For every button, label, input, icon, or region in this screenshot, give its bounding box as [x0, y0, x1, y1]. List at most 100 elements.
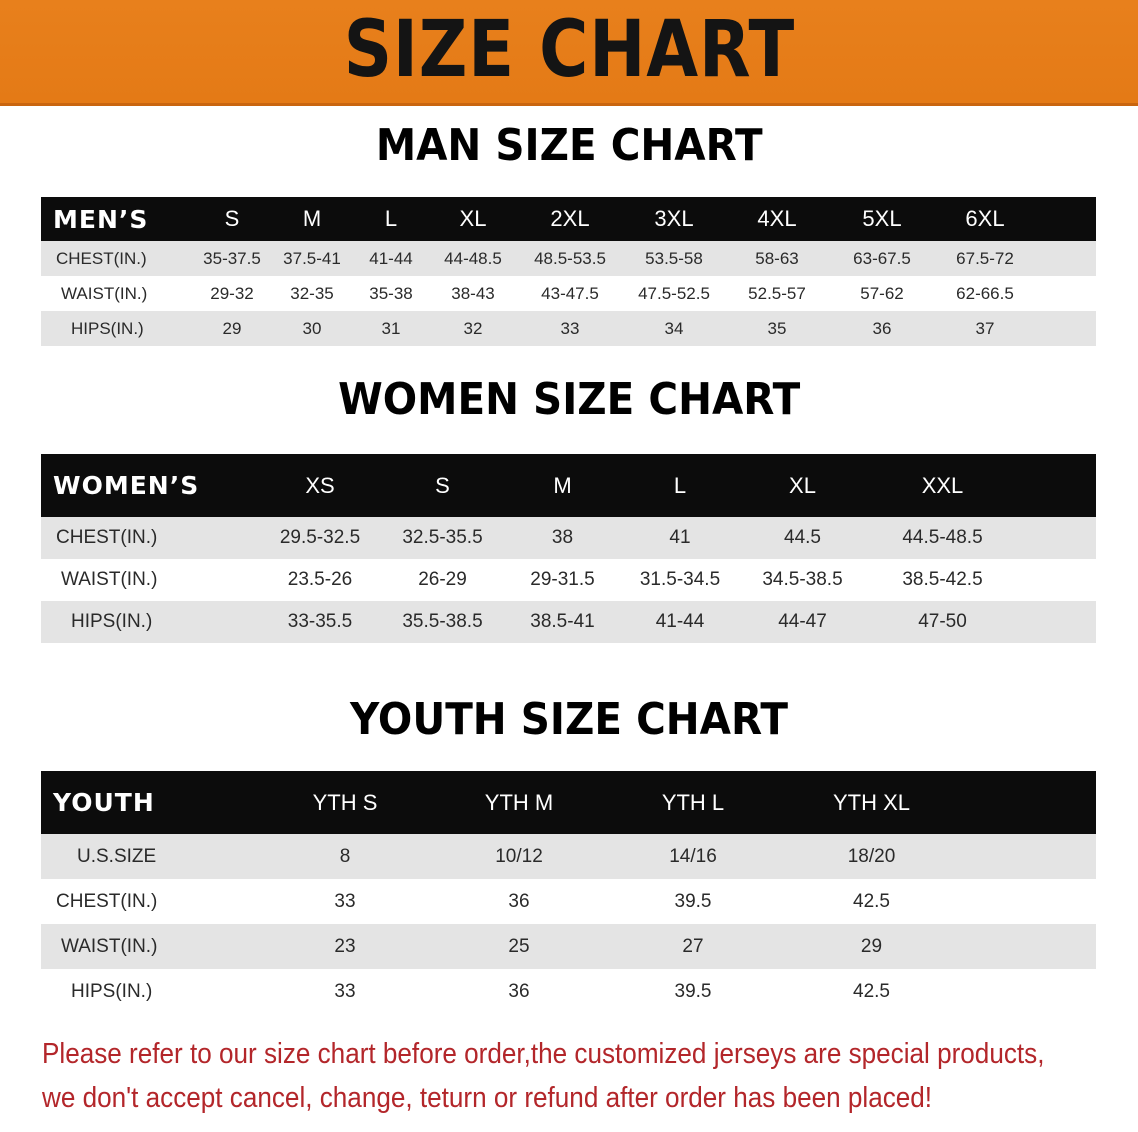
size-header-cell: XL — [459, 206, 487, 231]
measurement-cell: 38.5-41 — [530, 611, 595, 632]
table-row: WAIST(IN.) 23.5-26 26-29 29-31.5 31.5-34.5 34… — [41, 559, 1096, 601]
size-header-cell: YTH XL — [832, 789, 911, 815]
size-header-cell: S — [435, 472, 450, 498]
measurement-cell: 35-37.5 — [203, 248, 261, 268]
row-label: HIPS(IN.) — [71, 980, 153, 1002]
measurement-cell: 33-35.5 — [287, 611, 353, 632]
measurement-cell: 35 — [767, 318, 787, 338]
measurement-cell: 34.5-38.5 — [762, 569, 843, 590]
men-size-table: MEN’S S M L XL 2XL 3XL 4XL 5XL 6XL CHEST(IN.) 35-37… — [41, 197, 1096, 346]
size-header-cell: 6XL — [965, 206, 1005, 231]
measurement-cell: 34 — [664, 318, 684, 338]
table-row: WAIST(IN.) 23 25 27 29 — [41, 924, 1096, 969]
measurement-cell: 58-63 — [755, 248, 799, 268]
women-size-table: WOMEN’S XS S M L XL XXL CHEST(IN.) 29.5-32.5 32.5… — [41, 454, 1096, 643]
measurement-cell: 37.5-41 — [283, 248, 341, 268]
measurement-cell: 42.5 — [853, 980, 890, 1002]
measurement-cell: 38.5-42.5 — [902, 569, 983, 590]
measurement-cell: 52.5-57 — [748, 283, 806, 303]
measurement-cell: 29 — [860, 935, 883, 957]
measurement-cell: 41-44 — [369, 248, 413, 268]
measurement-cell: 8 — [339, 845, 351, 867]
row-label: WAIST(IN.) — [61, 935, 158, 957]
measurement-cell: 31 — [381, 318, 401, 338]
measurement-cell: 36 — [508, 980, 530, 1002]
measurement-cell: 29 — [222, 318, 242, 338]
table-title-cell: WOMEN’S — [53, 471, 200, 500]
size-header-cell: M — [553, 472, 572, 498]
size-header-cell: 4XL — [757, 206, 797, 231]
measurement-cell: 27 — [682, 935, 704, 957]
size-header-cell: L — [384, 206, 398, 231]
men-section-title: MAN SIZE CHART — [375, 120, 763, 171]
table-row: HIPS(IN.) 29 30 31 32 33 34 35 36 37 — [41, 311, 1096, 346]
measurement-cell: 44.5-48.5 — [902, 527, 983, 548]
table-header-row: MEN’S S M L XL 2XL 3XL 4XL 5XL 6XL — [41, 197, 1096, 241]
measurement-cell: 26-29 — [418, 569, 467, 590]
row-label: CHEST(IN.) — [56, 527, 158, 548]
measurement-cell: 29-31.5 — [530, 569, 595, 590]
measurement-cell: 39.5 — [674, 980, 712, 1002]
table-row: U.S.SIZE 8 10/12 14/16 18/20 — [41, 834, 1096, 879]
row-label: HIPS(IN.) — [71, 318, 144, 338]
measurement-cell: 30 — [302, 318, 322, 338]
row-label: CHEST(IN.) — [56, 890, 158, 912]
measurement-cell: 32 — [463, 318, 483, 338]
size-header-cell: 5XL — [862, 206, 902, 231]
measurement-cell: 14/16 — [669, 845, 717, 867]
table-row: WAIST(IN.) 29-32 32-35 35-38 38-43 43-47.5 47.… — [41, 276, 1096, 311]
measurement-cell: 35-38 — [369, 283, 413, 303]
measurement-cell: 42.5 — [853, 890, 890, 912]
measurement-cell: 44-48.5 — [444, 248, 502, 268]
banner-title: SIZE CHART — [343, 4, 795, 95]
youth-section-title: YOUTH SIZE CHART — [350, 694, 788, 745]
measurement-cell: 43-47.5 — [541, 283, 599, 303]
measurement-cell: 44-47 — [778, 611, 827, 632]
table-row: HIPS(IN.) 33-35.5 35.5-38.5 38.5-41 41-44 44-… — [41, 601, 1096, 643]
measurement-cell: 33 — [334, 890, 356, 912]
measurement-cell: 23.5-26 — [287, 569, 353, 590]
table-header-row: WOMEN’S XS S M L XL XXL — [41, 454, 1096, 517]
row-label: WAIST(IN.) — [61, 283, 148, 303]
size-header-cell: 3XL — [654, 206, 694, 231]
measurement-cell: 36 — [508, 890, 530, 912]
size-header-cell: M — [302, 206, 322, 231]
table-header-row: YOUTH YTH S YTH M YTH L YTH XL — [41, 771, 1096, 834]
measurement-cell: 63-67.5 — [853, 248, 911, 268]
measurement-cell: 10/12 — [495, 845, 543, 867]
measurement-cell: 32-35 — [290, 283, 334, 303]
measurement-cell: 38 — [551, 527, 574, 548]
measurement-cell: 29.5-32.5 — [279, 527, 361, 548]
measurement-cell: 39.5 — [674, 890, 712, 912]
size-header-cell: L — [673, 472, 687, 498]
measurement-cell: 47.5-52.5 — [638, 283, 710, 303]
measurement-cell: 33 — [560, 318, 580, 338]
measurement-cell: 23 — [334, 935, 356, 957]
row-label: WAIST(IN.) — [61, 569, 158, 590]
measurement-cell: 35.5-38.5 — [402, 611, 483, 632]
table-row: CHEST(IN.) 35-37.5 37.5-41 41-44 44-48.5 48.5… — [41, 241, 1096, 276]
measurement-cell: 29-32 — [210, 283, 254, 303]
row-label: HIPS(IN.) — [71, 611, 153, 632]
measurement-cell: 33 — [334, 980, 356, 1002]
row-label: CHEST(IN.) — [56, 248, 147, 268]
size-header-cell: XS — [305, 472, 335, 498]
measurement-cell: 47-50 — [918, 611, 967, 632]
measurement-cell: 18/20 — [847, 845, 896, 867]
measurement-cell: 25 — [508, 935, 530, 957]
measurement-cell: 44.5 — [784, 527, 821, 548]
size-header-cell: XXL — [921, 472, 964, 498]
table-row: CHEST(IN.) 29.5-32.5 32.5-35.5 38 41 44.5 44.5… — [41, 517, 1096, 559]
measurement-cell: 48.5-53.5 — [534, 248, 606, 268]
measurement-cell: 32.5-35.5 — [402, 527, 483, 548]
size-header-cell: 2XL — [550, 206, 590, 231]
measurement-cell: 67.5-72 — [956, 248, 1014, 268]
measurement-cell: 37 — [975, 318, 995, 338]
table-title-cell: YOUTH — [53, 788, 155, 817]
size-header-cell: YTH M — [484, 789, 554, 815]
women-section-title: WOMEN SIZE CHART — [337, 374, 801, 425]
measurement-cell: 53.5-58 — [645, 248, 703, 268]
measurement-cell: 31.5-34.5 — [639, 569, 721, 590]
size-header-cell: YTH S — [312, 789, 378, 815]
table-title-cell: MEN’S — [53, 204, 149, 234]
